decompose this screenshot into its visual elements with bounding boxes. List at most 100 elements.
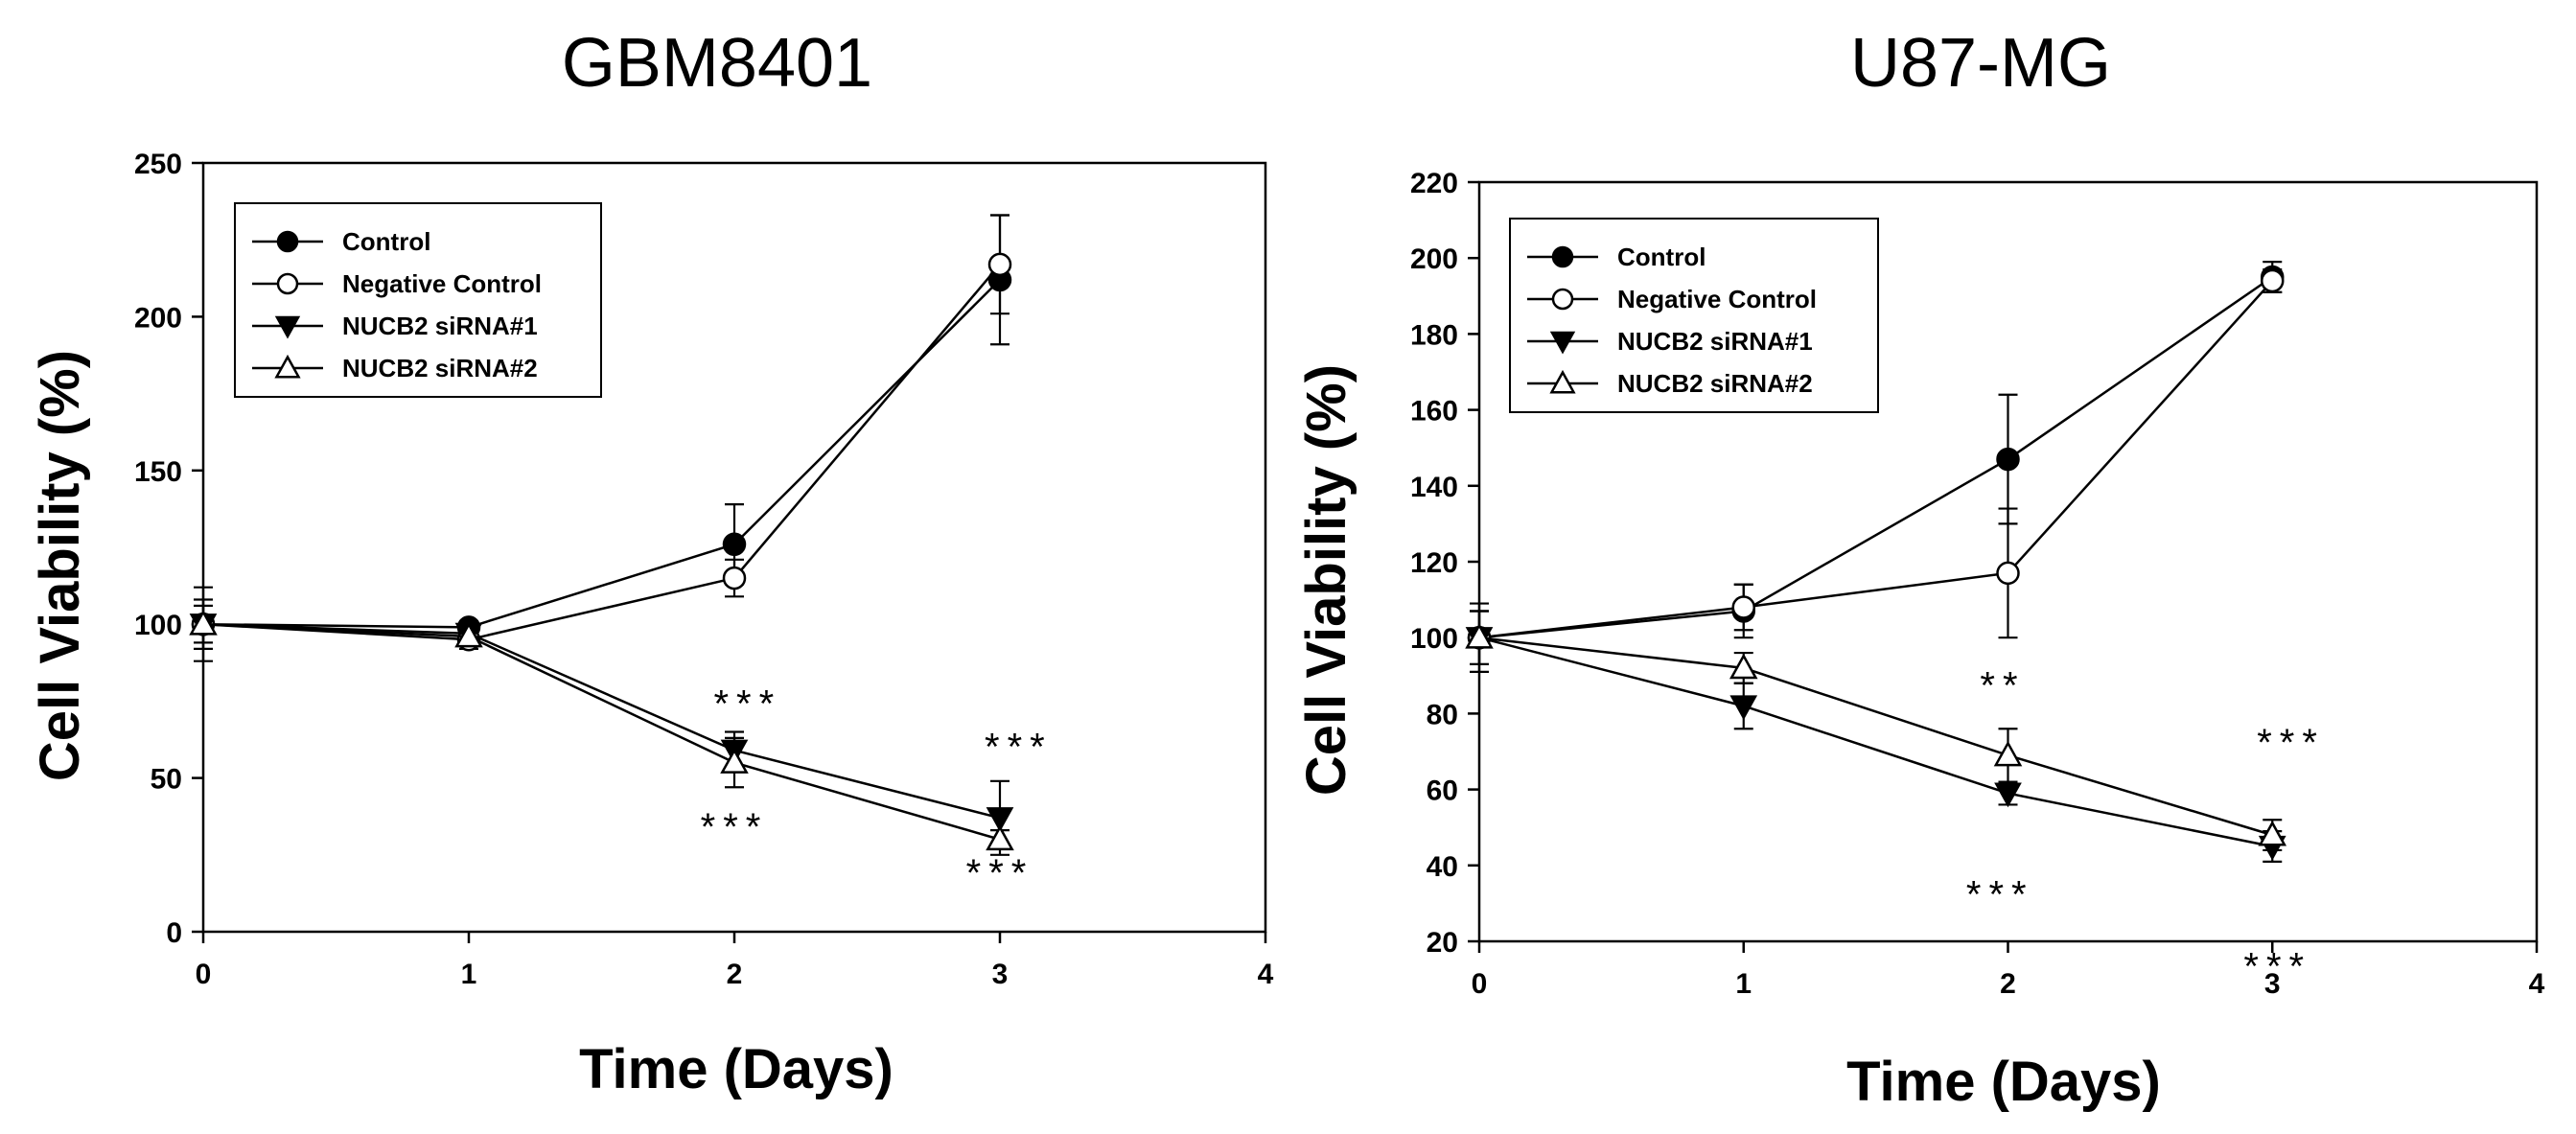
legend-marker [274, 315, 301, 339]
x-tick-label: 4 [1258, 959, 1274, 990]
data-point [1729, 695, 1758, 721]
x-axis-label: Time (Days) [1846, 1051, 2161, 1113]
y-tick-label: 80 [1427, 699, 1458, 730]
chart-title: U87-MG [1850, 25, 2111, 102]
data-point [1993, 740, 2023, 767]
legend-item: Control [1527, 243, 1706, 271]
series-nucb2-sirna-1 [189, 604, 1014, 856]
data-point [454, 621, 483, 648]
y-tick-label: 200 [1410, 243, 1458, 275]
legend-item: Negative Control [1527, 285, 1817, 313]
series-line [1478, 636, 2273, 848]
legend-item: NUCB2 siRNA#2 [1527, 369, 1813, 398]
legend-marker [1549, 331, 1576, 355]
y-tick-label: 140 [1410, 472, 1458, 503]
data-point [987, 252, 1012, 277]
y-tick-label: 150 [134, 456, 182, 488]
y-tick-label: 100 [1410, 623, 1458, 655]
legend-label: Negative Control [1617, 285, 1817, 313]
chart-panel-u87mg: U87-MG Time (Days) Cell Viability (%) 0 1… [1288, 0, 2576, 1134]
significance-annotation: *** [1966, 873, 2034, 915]
data-point [1996, 561, 2020, 586]
data-point [722, 566, 747, 590]
data-point [1731, 595, 1755, 619]
data-point [1729, 653, 1758, 680]
legend: Control Negative Control NUCB2 siRNA#1 NUCB… [234, 202, 602, 398]
data-point [720, 748, 749, 774]
data-point [986, 807, 1014, 833]
y-tick-label: 200 [134, 302, 182, 334]
y-tick-label: 50 [151, 764, 182, 796]
legend-marker [1551, 288, 1574, 311]
y-tick-label: 40 [1427, 851, 1458, 883]
legend-label: NUCB2 siRNA#2 [1617, 369, 1813, 398]
data-point [1465, 622, 1494, 649]
legend-label: NUCB2 siRNA#1 [342, 312, 538, 340]
y-tick-label: 220 [1410, 168, 1458, 199]
data-point [2261, 268, 2285, 293]
significance-annotation: ** [1980, 665, 2025, 707]
series-line [1478, 636, 2273, 837]
chart-panel-gbm8401: GBM8401 Time (Days) Cell Viability (%) 0… [29, 25, 1274, 1100]
legend: Control Negative Control NUCB2 siRNA#1 NUCB… [1509, 218, 1879, 413]
x-tick-label: 1 [461, 959, 477, 990]
x-tick-label: 3 [992, 959, 1009, 990]
significance-annotation: *** [2243, 946, 2311, 988]
significance-annotation: *** [701, 806, 769, 848]
series-line [202, 622, 1001, 820]
legend-marker [1549, 369, 1576, 394]
legend-label: NUCB2 siRNA#1 [1617, 327, 1813, 356]
data-point [189, 609, 218, 636]
legend-item: NUCB2 siRNA#1 [252, 312, 538, 340]
legend-item: Control [252, 227, 430, 256]
plot-area: 0 1 2 3 4 0 50 100 150 200 250 *** *** *** *** Control N… [134, 149, 1274, 990]
x-tick-label: 2 [727, 959, 743, 990]
y-tick-label: 120 [1410, 547, 1458, 579]
series-nucb2-sirna-1 [1465, 610, 2286, 863]
x-tick-label: 0 [196, 959, 212, 990]
y-axis-label: Cell Viability (%) [1295, 364, 1358, 796]
x-axis-label: Time (Days) [579, 1038, 893, 1100]
legend-item: NUCB2 siRNA#1 [1527, 327, 1813, 356]
significance-annotation: *** [2257, 722, 2325, 764]
chart-gbm8401: GBM8401 Time (Days) Cell Viability (%) 0… [29, 25, 1274, 1100]
legend-marker [276, 230, 299, 253]
x-tick-label: 3 [2264, 968, 2281, 1000]
chart-u87mg: U87-MG Time (Days) Cell Viability (%) 0 1… [1295, 25, 2545, 1113]
legend-marker [1551, 245, 1574, 268]
legend-marker [274, 354, 301, 379]
series-line [202, 279, 1001, 629]
series-line [1478, 280, 2274, 639]
data-point [2258, 820, 2287, 846]
data-point [722, 532, 747, 557]
x-tick-label: 0 [1472, 968, 1488, 1000]
y-tick-label: 60 [1427, 775, 1458, 807]
legend-label: Control [1617, 243, 1706, 271]
y-tick-label: 0 [166, 917, 182, 949]
chart-title: GBM8401 [562, 25, 872, 102]
legend-marker [276, 272, 299, 295]
legend-label: Control [342, 227, 430, 256]
significance-annotation: *** [713, 683, 781, 725]
data-point [1996, 447, 2020, 472]
x-tick-label: 2 [2000, 968, 2016, 1000]
series-nucb2-sirna-2 [1465, 610, 2287, 852]
legend-label: Negative Control [342, 269, 542, 298]
series-line [1478, 275, 2273, 639]
series-line [202, 264, 1001, 641]
y-tick-label: 250 [134, 149, 182, 180]
x-tick-label: 4 [2529, 968, 2545, 1000]
significance-annotation: *** [966, 852, 1034, 894]
y-tick-label: 20 [1427, 927, 1458, 959]
y-tick-label: 180 [1410, 319, 1458, 351]
series-line [202, 622, 1001, 841]
data-point [986, 824, 1014, 851]
data-point [1994, 782, 2022, 808]
legend-item: NUCB2 siRNA#2 [252, 354, 538, 382]
significance-annotation: *** [985, 726, 1053, 768]
x-tick-label: 1 [1735, 968, 1752, 1000]
y-axis-label: Cell Viability (%) [29, 350, 91, 781]
y-tick-label: 160 [1410, 396, 1458, 428]
series-nucb2-sirna-2 [189, 604, 1014, 851]
legend-label: NUCB2 siRNA#2 [342, 354, 538, 382]
